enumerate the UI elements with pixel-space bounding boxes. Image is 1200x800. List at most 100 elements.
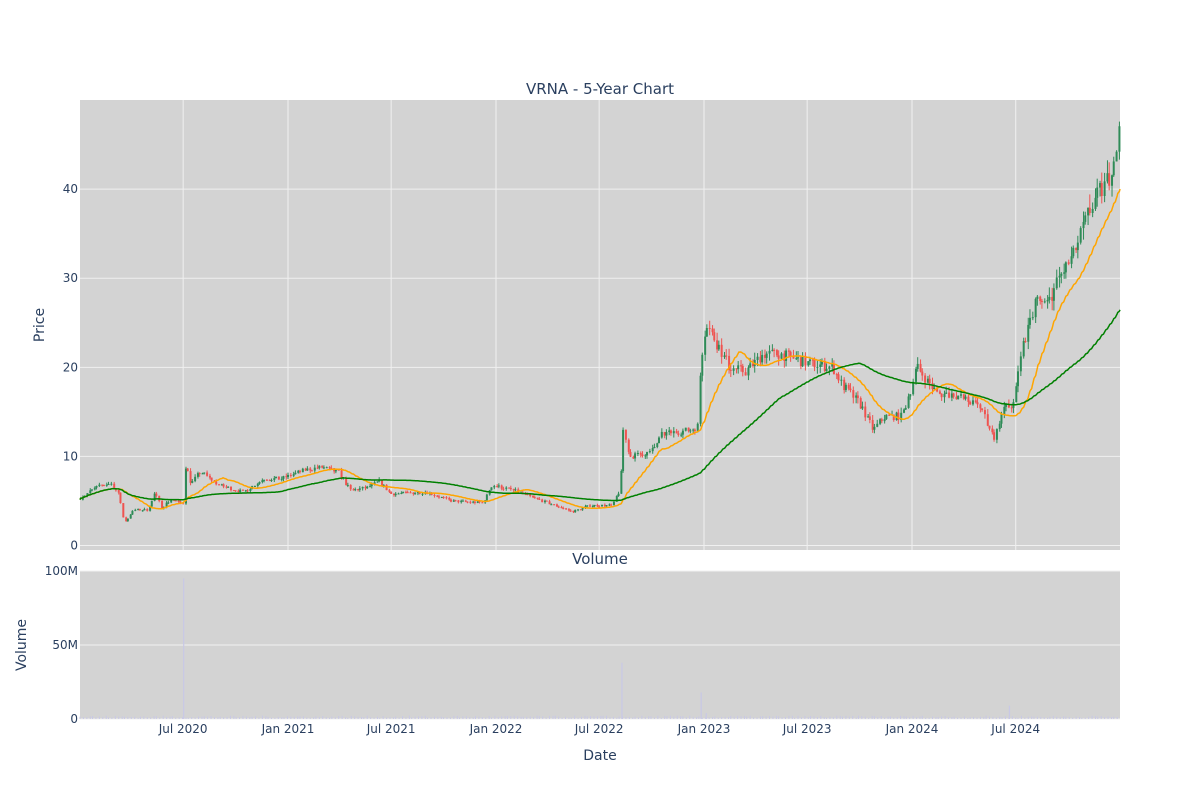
price-y-tick-label: 20 <box>63 360 78 374</box>
candlestick-series <box>81 121 1121 522</box>
volume-bar <box>644 716 646 719</box>
candle-body <box>203 472 206 474</box>
candle-body <box>1051 296 1054 301</box>
candle-body <box>337 469 340 471</box>
candle-body <box>1099 183 1102 188</box>
candle-body <box>615 496 618 502</box>
volume-bar <box>680 716 682 719</box>
volume-bar <box>794 717 796 719</box>
candle-body <box>785 350 788 361</box>
candle-body <box>792 356 795 359</box>
candle-body <box>807 361 810 366</box>
volume-bar <box>338 716 340 719</box>
candle-body <box>998 423 1001 430</box>
x-tick-label: Jul 2020 <box>158 722 208 736</box>
candle-body <box>608 504 611 506</box>
candle-body <box>773 349 776 351</box>
candle-body <box>598 506 601 508</box>
candle-body <box>617 493 620 497</box>
candle-body <box>828 366 831 369</box>
volume-bar <box>985 715 987 719</box>
volume-bar <box>513 715 515 719</box>
candle-body <box>325 467 328 469</box>
volume-bar <box>916 717 918 719</box>
volume-bar <box>370 717 372 719</box>
volume-bar <box>233 715 235 719</box>
candle-body <box>244 490 247 492</box>
candle-body <box>275 476 278 479</box>
candle-body <box>928 378 931 384</box>
candle-body <box>646 452 649 456</box>
volume-bar <box>542 716 544 719</box>
candle-body <box>711 328 714 333</box>
volume-bar <box>302 716 304 719</box>
candle-body <box>995 429 998 440</box>
volume-bar <box>171 716 173 719</box>
volume-bar <box>868 717 870 719</box>
candle-body <box>1060 273 1063 276</box>
price-plot-area[interactable] <box>80 100 1120 550</box>
candle-body <box>912 381 915 395</box>
volume-bar <box>277 716 279 719</box>
candle-body <box>768 350 771 354</box>
volume-bar <box>919 716 921 719</box>
volume-bar <box>944 715 946 719</box>
volume-bar <box>625 716 627 719</box>
candle-body <box>114 489 117 491</box>
x-tick-label: Jul 2021 <box>366 722 416 736</box>
candle-body <box>466 501 469 503</box>
volume-bar <box>1040 716 1042 719</box>
candle-body <box>330 467 333 469</box>
volume-bar <box>976 717 978 719</box>
volume-bar <box>437 716 439 719</box>
volume-bar <box>960 717 962 719</box>
candle-body <box>840 379 843 381</box>
volume-bar <box>449 717 451 719</box>
volume-bar <box>558 716 560 719</box>
volume-bar <box>166 716 168 719</box>
volume-bar <box>283 717 285 719</box>
volume-bar <box>728 716 730 719</box>
volume-grid <box>80 570 1120 720</box>
volume-bar <box>219 716 221 719</box>
volume-bar <box>127 716 129 719</box>
volume-bar <box>1049 716 1051 719</box>
volume-bar <box>1107 716 1109 719</box>
candle-body <box>783 353 786 361</box>
candle-body <box>1019 356 1022 372</box>
volume-axis-title: Volume <box>14 619 30 671</box>
candle-body <box>699 375 702 424</box>
volume-bar <box>733 716 735 719</box>
volume-bar <box>529 716 531 719</box>
candle-body <box>1016 371 1019 387</box>
candle-body <box>225 486 228 488</box>
candle-body <box>536 497 539 499</box>
candle-body <box>179 501 182 503</box>
moving-average-lines <box>79 188 1121 510</box>
volume-bar <box>1116 716 1118 719</box>
volume-bar <box>402 716 404 719</box>
volume-bar <box>235 716 237 719</box>
candle-body <box>771 349 774 351</box>
volume-bar <box>648 716 650 719</box>
candle-body <box>153 493 156 501</box>
volume-bar <box>274 717 276 719</box>
candle-body <box>567 509 570 511</box>
volume-bar <box>395 716 397 719</box>
candle-body <box>948 392 951 398</box>
volume-bar-spike <box>1008 705 1011 719</box>
volume-bar <box>504 716 506 719</box>
candle-body <box>747 367 750 376</box>
volume-bar <box>1081 717 1083 719</box>
candle-body <box>493 485 496 488</box>
candle-body <box>777 355 780 359</box>
candle-body <box>1007 404 1010 408</box>
volume-bar <box>322 715 324 719</box>
volume-bar <box>433 716 435 719</box>
candle-body <box>752 363 755 367</box>
volume-bar <box>242 715 244 719</box>
candle-body <box>892 414 895 421</box>
candle-body <box>452 500 455 502</box>
candle-body <box>831 363 834 367</box>
